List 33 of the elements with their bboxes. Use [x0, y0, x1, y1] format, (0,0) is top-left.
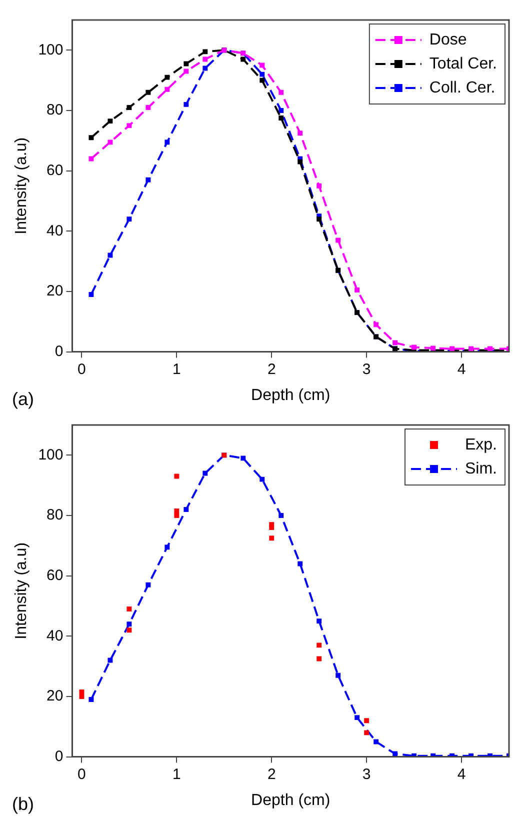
y-axis-title: Intensity (a.u)	[13, 542, 30, 640]
y-tick-label: 0	[54, 342, 64, 360]
x-tick-label: 1	[172, 360, 181, 378]
y-tick-label: 100	[38, 41, 64, 58]
text: (b)	[12, 794, 34, 814]
x-tick-label: 0	[78, 766, 86, 783]
y-tick-label: 60	[46, 162, 64, 179]
x-tick-label: 4	[457, 360, 466, 378]
y-tick-label: 80	[46, 102, 64, 119]
y-tick-label: 40	[46, 222, 64, 240]
y-tick-label: 40	[46, 627, 64, 644]
x-axis-title: Depth (cm)	[251, 792, 330, 809]
y-tick-label: 20	[46, 688, 64, 705]
legend-label: Dose	[429, 31, 467, 48]
y-tick-label: 60	[46, 566, 64, 584]
x-tick-label: 0	[78, 360, 86, 378]
y-tick-label: 80	[46, 506, 64, 524]
legend-label: Sim.	[464, 460, 497, 478]
x-tick-label: 2	[267, 360, 276, 378]
x-tick-label: 3	[362, 766, 371, 783]
x-tick-label: 4	[457, 766, 466, 783]
legend-label: Exp.	[464, 436, 497, 454]
y-axis-title: Intensity (a.u)	[13, 137, 30, 234]
x-tick-label: 2	[267, 766, 276, 783]
legend-label: Total Cer.	[429, 55, 498, 72]
y-tick-label: 100	[38, 446, 64, 464]
x-tick-label: 3	[362, 360, 371, 378]
y-tick-label: 0	[54, 748, 64, 765]
x-tick-label: 1	[172, 766, 181, 783]
text: (a)	[12, 388, 34, 409]
y-tick-label: 20	[46, 282, 64, 300]
legend-label: Coll. Cer.	[429, 79, 496, 96]
x-axis-title: Depth (cm)	[251, 386, 330, 404]
